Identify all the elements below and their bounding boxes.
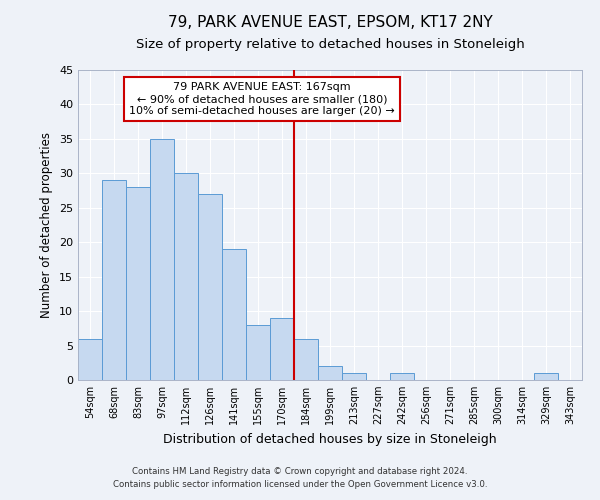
Bar (198, 194, 222, 380)
Bar (222, 249, 246, 380)
Bar (102, 180, 126, 380)
Bar (294, 338, 318, 380)
Bar (246, 325, 270, 380)
Text: Contains HM Land Registry data © Crown copyright and database right 2024.: Contains HM Land Registry data © Crown c… (132, 467, 468, 476)
Bar (390, 373, 414, 380)
Text: 79, PARK AVENUE EAST, EPSOM, KT17 2NY: 79, PARK AVENUE EAST, EPSOM, KT17 2NY (167, 15, 493, 30)
Y-axis label: Number of detached properties: Number of detached properties (40, 132, 53, 318)
Bar (150, 139, 174, 380)
X-axis label: Distribution of detached houses by size in Stoneleigh: Distribution of detached houses by size … (163, 432, 497, 446)
Bar (534, 373, 558, 380)
Text: Size of property relative to detached houses in Stoneleigh: Size of property relative to detached ho… (136, 38, 524, 51)
Bar (174, 174, 198, 380)
Text: Contains public sector information licensed under the Open Government Licence v3: Contains public sector information licen… (113, 480, 487, 489)
Bar (342, 373, 366, 380)
Bar (270, 318, 294, 380)
Bar (318, 366, 342, 380)
Text: 79 PARK AVENUE EAST: 167sqm
← 90% of detached houses are smaller (180)
10% of se: 79 PARK AVENUE EAST: 167sqm ← 90% of det… (129, 82, 395, 116)
Bar (78, 338, 102, 380)
Bar (126, 187, 150, 380)
